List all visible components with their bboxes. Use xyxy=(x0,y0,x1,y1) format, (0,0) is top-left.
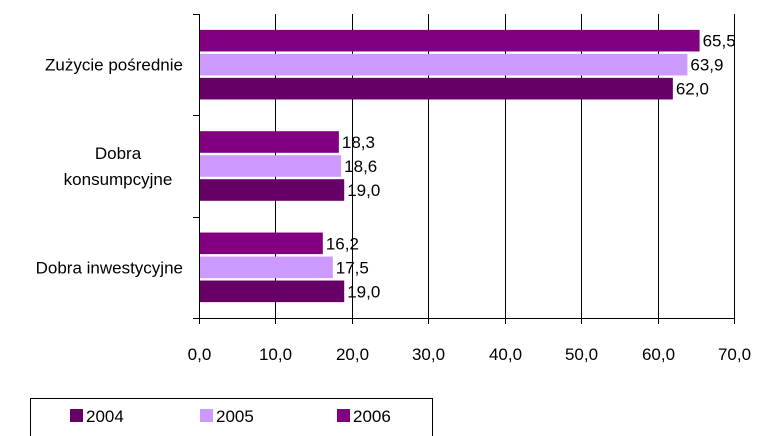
data-label: 62,0 xyxy=(676,80,709,99)
data-label: 18,6 xyxy=(344,157,377,176)
data-label: 65,5 xyxy=(703,32,736,51)
axes xyxy=(193,14,735,324)
legend-label: 2005 xyxy=(216,407,254,426)
x-tick-labels: 0,0 10,0 20,0 30,0 40,0 50,0 60,0 70,0 xyxy=(188,345,751,364)
bar-2005 xyxy=(200,53,688,76)
category-label: Zużycie pośrednie xyxy=(45,56,183,75)
x-tick-label: 50,0 xyxy=(565,345,598,364)
category-label: konsumpcyjne xyxy=(64,170,173,189)
x-tick-label: 40,0 xyxy=(489,345,522,364)
legend-label: 2006 xyxy=(353,407,391,426)
x-tick-label: 30,0 xyxy=(412,345,445,364)
bar-2004 xyxy=(200,179,345,201)
data-label: 18,3 xyxy=(342,133,375,152)
bar-2004 xyxy=(200,280,345,303)
legend: 2004 2005 2006 xyxy=(30,398,433,436)
data-label: 17,5 xyxy=(336,258,369,277)
bar-2006 xyxy=(200,232,323,255)
data-label: 63,9 xyxy=(690,56,723,75)
bar-2006 xyxy=(200,29,700,52)
category-labels: Zużycie pośrednie Dobra konsumpcyjne Dobra … xyxy=(36,56,183,278)
x-tick-label: 70,0 xyxy=(718,345,751,364)
category-label: Dobra inwestycyjne xyxy=(36,258,183,277)
x-tick-label: 0,0 xyxy=(188,345,212,364)
legend-swatch-2004 xyxy=(70,409,83,422)
bar-2005 xyxy=(200,155,342,177)
data-label: 19,0 xyxy=(347,282,380,301)
bar-2004 xyxy=(200,77,673,100)
data-label: 16,2 xyxy=(326,234,359,253)
bar-2006 xyxy=(200,131,339,153)
bars xyxy=(200,29,700,303)
data-label: 19,0 xyxy=(347,181,380,200)
legend-box xyxy=(30,398,433,436)
legend-swatch-2006 xyxy=(337,409,350,422)
x-tick-label: 20,0 xyxy=(336,345,369,364)
category-label: Dobra xyxy=(95,144,142,163)
legend-label: 2004 xyxy=(86,407,124,426)
x-tick-label: 60,0 xyxy=(642,345,675,364)
legend-swatch-2005 xyxy=(200,409,213,422)
bar-2005 xyxy=(200,256,333,279)
data-labels: 65,5 63,9 62,0 18,3 18,6 19,0 16,2 17,5 19,0 xyxy=(326,32,736,302)
x-tick-label: 10,0 xyxy=(259,345,292,364)
